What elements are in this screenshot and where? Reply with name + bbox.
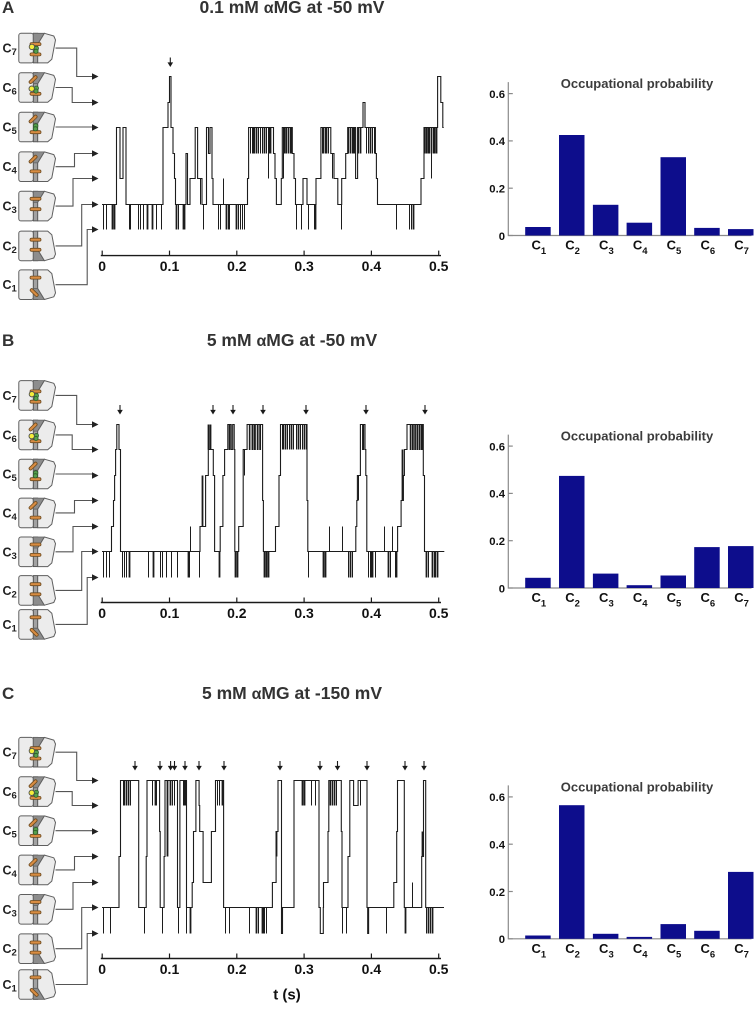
svg-text:0.3: 0.3 xyxy=(294,605,314,621)
svg-text:0.4: 0.4 xyxy=(489,136,505,148)
svg-text:0.6: 0.6 xyxy=(489,89,505,101)
svg-text:0.4: 0.4 xyxy=(489,840,505,852)
svg-text:0.2: 0.2 xyxy=(489,536,505,548)
svg-text:0: 0 xyxy=(499,934,505,946)
svg-text:Occupational probability: Occupational probability xyxy=(561,429,714,444)
svg-text:0: 0 xyxy=(98,961,106,977)
svg-text:0.3: 0.3 xyxy=(294,258,314,274)
svg-text:0.5: 0.5 xyxy=(429,961,449,977)
svg-text:0.2: 0.2 xyxy=(227,258,247,274)
svg-text:5 mM αMG at -150 mV: 5 mM αMG at -150 mV xyxy=(202,683,382,703)
svg-text:0.4: 0.4 xyxy=(362,605,382,621)
svg-text:0.6: 0.6 xyxy=(489,792,505,804)
svg-text:0: 0 xyxy=(499,583,505,595)
svg-text:0.2: 0.2 xyxy=(489,887,505,899)
svg-text:A: A xyxy=(2,0,14,17)
svg-text:0.1: 0.1 xyxy=(160,605,180,621)
svg-text:0: 0 xyxy=(98,605,106,621)
svg-text:0.1: 0.1 xyxy=(160,258,180,274)
svg-text:0.4: 0.4 xyxy=(362,258,382,274)
svg-text:Occupational probability: Occupational probability xyxy=(561,76,714,91)
svg-text:0: 0 xyxy=(98,258,106,274)
svg-text:0.5: 0.5 xyxy=(429,258,449,274)
svg-text:C: C xyxy=(2,684,14,703)
svg-text:0.4: 0.4 xyxy=(362,961,382,977)
svg-text:0.4: 0.4 xyxy=(489,489,505,501)
svg-text:B: B xyxy=(2,331,14,350)
svg-text:0: 0 xyxy=(499,231,505,243)
svg-text:5 mM αMG at -50 mV: 5 mM αMG at -50 mV xyxy=(207,330,378,350)
svg-text:0.5: 0.5 xyxy=(429,605,449,621)
svg-text:Occupational probability: Occupational probability xyxy=(561,779,714,794)
svg-text:0.3: 0.3 xyxy=(294,961,314,977)
svg-text:t (s): t (s) xyxy=(273,987,301,1004)
svg-text:0.6: 0.6 xyxy=(489,441,505,453)
svg-text:0.1 mM αMG at -50 mV: 0.1 mM αMG at -50 mV xyxy=(200,0,385,17)
svg-text:0.2: 0.2 xyxy=(227,605,247,621)
svg-text:0.2: 0.2 xyxy=(489,184,505,196)
svg-text:0.1: 0.1 xyxy=(160,961,180,977)
svg-text:0.2: 0.2 xyxy=(227,961,247,977)
